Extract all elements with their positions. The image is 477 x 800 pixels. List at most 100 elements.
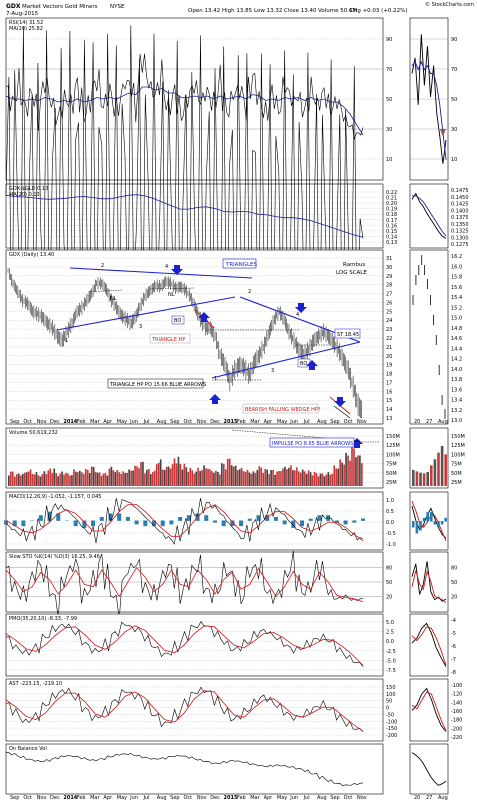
volume-bar — [86, 469, 89, 486]
price-tick-label: 13 — [386, 416, 392, 422]
ast-tick-label: -150 — [386, 726, 397, 732]
volume-sub-bar — [430, 465, 433, 486]
impulse-label: IMPULSE PO 8.65 BLUE ARROWS — [272, 441, 353, 447]
volume-bar — [246, 470, 249, 486]
volume-bar — [148, 468, 150, 486]
triangle-hp-box — [149, 333, 191, 344]
price-tick-label: 14 — [386, 407, 392, 413]
rsi-sub-tick: 30 — [451, 127, 457, 133]
arrow-down-icon — [171, 265, 183, 275]
macd-tick-label: 1.0 — [386, 498, 394, 504]
volume-tick-label: 25M — [386, 480, 397, 486]
volume-bar — [45, 474, 48, 486]
watermark: © StockCharts.com — [425, 1, 474, 8]
price-sub-tick: 13.6 — [451, 387, 462, 393]
obv-x-tick: Dec — [50, 795, 60, 800]
obv-sub-x-tick: Aug — [438, 795, 448, 800]
volume-bar — [266, 469, 269, 486]
pmo-legend-0: PMO(35,20,10) -8.33, -7.99 — [9, 616, 77, 622]
volume-bar — [61, 471, 63, 486]
sto-series-0 — [5, 550, 364, 620]
price-x-tick: 2015 — [224, 419, 238, 425]
volume-bar — [69, 475, 71, 486]
volume-bar — [297, 471, 300, 486]
volume-bar — [213, 472, 215, 486]
obv-x-tick: Sep — [330, 795, 339, 800]
volume-sub-tick: 75M — [451, 462, 462, 468]
volume-bar — [27, 471, 30, 486]
macd-sub-hist — [422, 518, 426, 522]
volume-bar — [100, 475, 103, 486]
ast-legend-0: AST -223.15, -219.10 — [9, 681, 62, 687]
obv-x-tick: Dec — [210, 795, 220, 800]
header-exchange: NYSE — [110, 4, 125, 10]
price-tick-label: 19 — [386, 363, 392, 369]
obv-x-tick: Apr — [103, 795, 113, 800]
volume-bar — [39, 476, 42, 486]
volume-bar — [104, 472, 107, 486]
ast-tick-label: -200 — [386, 733, 397, 739]
st-label: ST 18.45 — [337, 332, 359, 338]
macd-sub-hist — [426, 512, 429, 522]
volume-tick-label: 125M — [386, 443, 400, 449]
sto-sub-tick: 20 — [451, 594, 457, 600]
volume-bar — [88, 473, 91, 486]
rsi-sub-series-0 — [411, 34, 447, 164]
obv-sub-series-0 — [411, 752, 447, 786]
ratio-tick-label: 0.15 — [386, 229, 397, 235]
ast-tick-label: -50 — [386, 712, 394, 718]
obv-main-frame — [5, 743, 384, 795]
macd-series-1 — [5, 504, 364, 542]
volume-bar — [23, 472, 26, 486]
price-x-tick: Nov — [37, 419, 47, 425]
pmo-tick-label: 5.0 — [386, 620, 394, 626]
price-x-tick: Dec — [50, 419, 60, 425]
volume-bar — [187, 471, 190, 486]
volume-bar — [177, 456, 180, 486]
ratio-legend-0: GDX:$GLD 0.13 — [9, 186, 48, 192]
obv-x-tick: 2014 — [63, 795, 77, 800]
volume-pane: Volume 50,619,232 150M 125M 100M 75M 50M 25M 15… — [5, 427, 465, 489]
obv-x-tick: Jun — [129, 795, 138, 800]
volume-bar — [309, 472, 312, 486]
volume-sub-bar — [412, 470, 415, 486]
price-main-frame — [5, 249, 384, 425]
volume-bar — [361, 463, 363, 486]
volume-bar — [236, 470, 239, 486]
sto-pane: Slow STO %K(14) %D(3) 16.25, 9.46 80 80 50 5… — [5, 550, 457, 620]
volume-bar — [221, 463, 223, 486]
macd-histogram-bar — [247, 518, 252, 521]
obv-legend-0: On Balance Vol — [9, 746, 47, 752]
macd-sub-hist — [415, 521, 419, 534]
price-x-tick: 2014 — [63, 419, 77, 425]
volume-bar — [315, 473, 318, 486]
price-x-tick: Oct — [184, 419, 193, 425]
macd-legend-0: MACD(12,26,9) -1.052, -1.157, 0.045 — [9, 494, 101, 500]
bearish-box — [242, 403, 319, 414]
volume-bar — [51, 473, 54, 486]
macd-histogram-bar — [239, 520, 244, 527]
volume-trendline — [231, 429, 361, 442]
obv-x-tick: Mar — [90, 795, 100, 800]
volume-bar — [35, 472, 38, 486]
volume-bar — [201, 470, 203, 486]
rsi-tick-label: 70 — [386, 67, 392, 73]
volume-sub-bar — [415, 471, 419, 486]
volume-bar — [11, 471, 14, 486]
macd-histogram-bar — [186, 515, 191, 521]
volume-bar — [317, 476, 320, 486]
volume-bar — [252, 471, 255, 486]
price-sub-tick: 14.4 — [451, 346, 462, 352]
volume-bar — [339, 459, 342, 486]
volume-bar — [65, 472, 67, 486]
volume-bar — [59, 473, 61, 486]
volume-bar — [211, 471, 213, 486]
obv-x-tick: Apr — [264, 795, 274, 800]
volume-bar — [17, 473, 20, 486]
volume-bar — [55, 473, 58, 486]
ast-sub-series-0 — [411, 687, 447, 732]
volume-bar — [118, 472, 121, 486]
volume-bar — [25, 472, 28, 486]
volume-bar — [305, 473, 308, 486]
